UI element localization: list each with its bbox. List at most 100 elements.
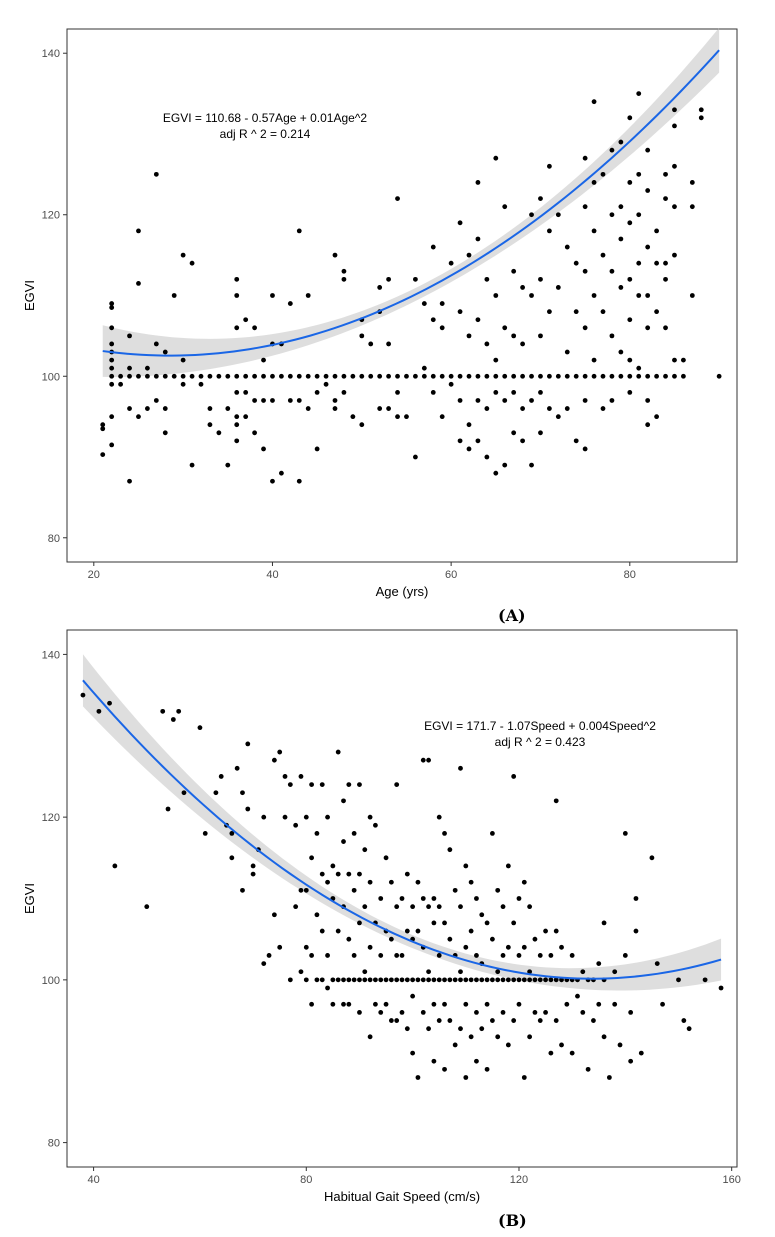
data-point <box>207 422 213 428</box>
data-point <box>261 357 266 363</box>
data-point <box>368 373 374 379</box>
data-point <box>287 373 293 379</box>
data-point <box>490 831 495 836</box>
data-point <box>645 293 651 298</box>
data-point <box>404 977 410 983</box>
data-point <box>162 406 168 411</box>
data-point <box>431 896 437 901</box>
data-point <box>442 1066 447 1072</box>
data-point <box>181 790 187 796</box>
data-point <box>439 373 445 379</box>
data-point <box>468 1034 474 1040</box>
data-point <box>421 365 427 371</box>
data-point <box>180 381 186 387</box>
data-point <box>287 398 293 403</box>
data-point <box>582 446 588 452</box>
data-point <box>569 953 575 958</box>
data-point <box>346 782 352 787</box>
data-point <box>645 373 651 379</box>
data-point <box>484 276 490 282</box>
data-point <box>555 373 561 379</box>
data-point <box>582 325 588 331</box>
data-point <box>493 357 499 363</box>
data-point <box>330 977 336 983</box>
data-point <box>609 398 615 403</box>
data-point <box>617 1042 623 1048</box>
data-point <box>245 806 251 812</box>
data-point <box>553 928 559 934</box>
data-point <box>645 188 651 193</box>
data-point <box>452 887 458 893</box>
data-point <box>547 373 552 379</box>
data-point <box>516 896 522 901</box>
data-point <box>367 977 373 983</box>
data-point <box>681 1018 687 1023</box>
data-point <box>426 977 431 983</box>
data-point <box>479 912 485 918</box>
data-point <box>314 373 320 379</box>
data-point <box>127 365 132 371</box>
data-point <box>511 373 517 379</box>
data-point <box>672 107 677 113</box>
data-point <box>351 953 357 958</box>
data-point <box>548 953 554 958</box>
data-point <box>410 977 416 983</box>
data-point <box>493 293 499 298</box>
data-point <box>520 406 525 411</box>
data-point <box>681 373 686 379</box>
data-point <box>430 390 436 395</box>
data-point <box>136 228 141 234</box>
data-point <box>395 196 400 201</box>
data-point <box>458 1026 463 1032</box>
data-point <box>502 398 508 403</box>
data-point <box>672 357 677 363</box>
data-point <box>413 454 418 460</box>
data-point <box>447 1018 453 1023</box>
data-point <box>367 1034 373 1040</box>
data-point <box>109 442 115 448</box>
data-point <box>277 944 283 950</box>
data-point <box>538 373 543 379</box>
data-point <box>145 365 150 371</box>
data-point <box>216 373 222 379</box>
data-point <box>109 365 115 371</box>
data-point <box>399 953 405 958</box>
data-point <box>436 814 442 820</box>
data-point <box>527 977 533 983</box>
data-point <box>335 928 341 934</box>
data-point <box>346 977 352 983</box>
data-point <box>351 887 357 893</box>
data-point <box>136 280 141 286</box>
data-point <box>564 406 570 411</box>
data-point <box>386 276 391 282</box>
data-point <box>399 896 405 901</box>
data-point <box>609 147 615 153</box>
data-point <box>325 879 330 885</box>
data-point <box>234 373 240 379</box>
data-point <box>350 414 356 420</box>
data-point <box>527 969 533 975</box>
data-point <box>404 928 410 934</box>
y-tick-label: 100 <box>42 975 60 987</box>
data-point <box>564 349 570 355</box>
data-point <box>277 749 283 755</box>
data-point <box>543 928 548 934</box>
data-point <box>388 879 394 885</box>
data-point <box>144 904 150 910</box>
data-point <box>660 1001 665 1007</box>
data-point <box>463 863 469 869</box>
data-point <box>279 470 284 476</box>
data-point <box>346 1001 352 1007</box>
data-point <box>718 985 724 991</box>
data-point <box>555 414 561 420</box>
data-point <box>415 977 421 983</box>
data-point <box>505 863 511 869</box>
data-point <box>627 390 633 395</box>
data-point <box>109 381 115 387</box>
data-point <box>538 196 543 201</box>
data-point <box>430 317 436 323</box>
data-point <box>410 904 416 910</box>
data-point <box>415 879 421 885</box>
panel-label-a: (A) <box>498 606 526 625</box>
data-point <box>457 373 463 379</box>
